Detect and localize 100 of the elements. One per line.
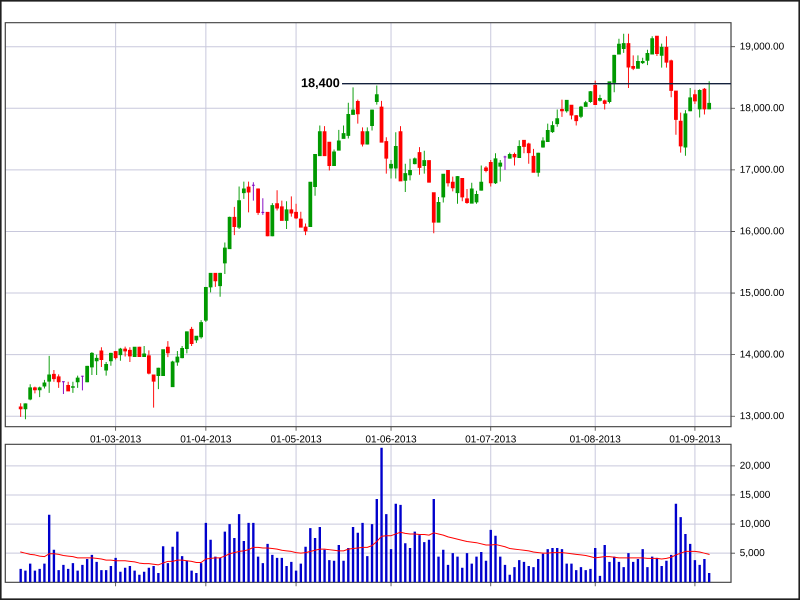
bar: [256, 556, 260, 582]
bar: [656, 558, 658, 582]
bar: [95, 562, 98, 582]
bar: [66, 568, 70, 582]
candlestick: [418, 146, 422, 176]
candlestick: [356, 99, 360, 124]
candlestick: [465, 188, 469, 204]
candlestick: [532, 148, 536, 173]
candlestick: [38, 386, 42, 398]
bar: [280, 558, 284, 582]
bar: [290, 562, 293, 582]
candlestick: [398, 126, 402, 182]
candlestick: [332, 149, 336, 166]
candlestick: [678, 112, 683, 154]
candlestick: [152, 374, 156, 408]
bar: [376, 499, 378, 582]
x-tick-label: 01-07-2013: [466, 435, 516, 442]
bar: [24, 570, 27, 582]
x-tick-label: 01-08-2013: [570, 435, 620, 442]
bar: [546, 549, 549, 582]
bar: [338, 545, 340, 582]
candlestick: [560, 99, 564, 118]
x-tick-label: 01-05-2013: [270, 435, 322, 442]
bar: [90, 554, 94, 582]
candlestick: [436, 196, 440, 223]
candlestick: [374, 85, 379, 106]
candlestick: [42, 379, 46, 389]
bar: [204, 522, 208, 582]
candlestick: [232, 206, 236, 236]
bar: [48, 514, 50, 582]
bar: [508, 574, 511, 582]
candlestick: [47, 355, 52, 394]
bar: [110, 566, 112, 582]
candlestick: [688, 87, 692, 112]
candlestick: [251, 182, 256, 202]
candlestick: [256, 188, 260, 216]
bar: [252, 522, 255, 582]
bar: [698, 564, 701, 582]
candlestick: [132, 346, 137, 357]
x-tick-label: 01-06-2013: [366, 435, 416, 442]
bar: [665, 560, 668, 582]
bar: [537, 559, 540, 582]
bar: [423, 542, 426, 582]
bar: [679, 517, 682, 582]
bar: [128, 566, 132, 582]
y-tick-label: 14,000.00: [740, 350, 784, 359]
bar: [81, 564, 84, 582]
y-tick-label: 13,000.00: [740, 412, 784, 420]
bar: [209, 540, 212, 582]
bar: [318, 526, 321, 582]
candlestick: [62, 380, 66, 395]
bar: [100, 570, 103, 582]
bar: [271, 554, 274, 582]
candlestick: [588, 90, 592, 104]
candlestick: [142, 346, 146, 357]
candlestick: [693, 89, 697, 104]
bar: [642, 549, 644, 582]
bar: [72, 563, 74, 582]
bar: [394, 504, 397, 582]
bar: [138, 574, 141, 582]
bar: [285, 566, 288, 582]
bar: [622, 567, 625, 582]
bar: [584, 570, 587, 582]
bar: [309, 528, 312, 582]
bar: [180, 556, 184, 582]
candlestick: [166, 340, 170, 358]
bar: [670, 554, 672, 582]
bar: [294, 570, 298, 582]
bar: [157, 572, 160, 582]
bar: [190, 570, 193, 582]
bar: [651, 556, 654, 582]
bar: [452, 553, 454, 582]
bar: [490, 530, 492, 582]
x-tick-label: 01-03-2013: [90, 435, 141, 442]
candlestick: [108, 352, 113, 366]
candlestick: [698, 88, 702, 118]
bar: [214, 556, 217, 582]
bar: [632, 562, 634, 582]
bar: [218, 558, 222, 582]
bar: [34, 570, 36, 582]
y-tick-label: 15,000.00: [740, 288, 784, 298]
bar: [328, 560, 330, 582]
bar: [142, 572, 146, 582]
bar: [228, 524, 231, 582]
bar: [304, 546, 307, 582]
candlestick: [146, 350, 151, 375]
candlestick: [684, 110, 688, 156]
candlestick: [104, 362, 108, 376]
bar: [518, 560, 520, 582]
candlestick: [422, 150, 426, 174]
bar: [594, 548, 596, 582]
candlestick: [655, 36, 659, 56]
candlestick: [118, 347, 122, 362]
bar: [347, 548, 350, 582]
bar: [62, 564, 65, 582]
bar: [119, 572, 122, 582]
candlestick: [213, 272, 218, 288]
bar: [470, 564, 473, 582]
candlestick: [33, 386, 37, 394]
candlestick: [598, 94, 602, 102]
